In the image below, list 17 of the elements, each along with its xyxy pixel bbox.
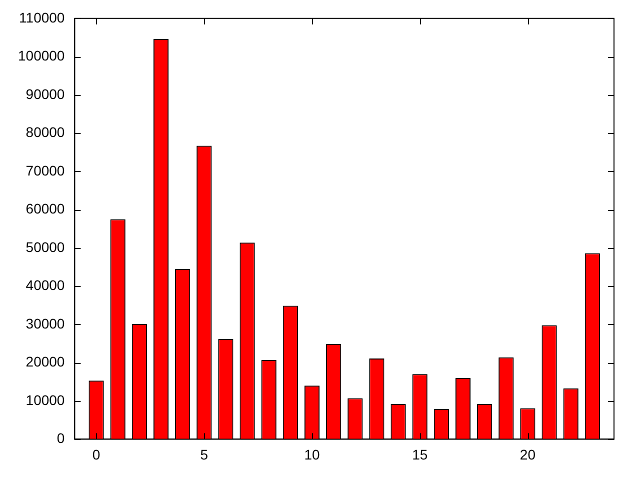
y-tick-label: 100000 bbox=[18, 48, 65, 64]
x-tick-label: 0 bbox=[92, 446, 100, 462]
x-tick-label: 15 bbox=[412, 446, 428, 462]
y-tick-label: 110000 bbox=[19, 9, 65, 26]
y-tick-label: 80000 bbox=[26, 124, 65, 140]
y-tick-label: 20000 bbox=[26, 354, 65, 370]
y-tick-label: 10000 bbox=[26, 392, 65, 408]
y-tick-label: 70000 bbox=[26, 162, 65, 178]
y-tick-label: 90000 bbox=[26, 86, 65, 102]
y-tick-label: 40000 bbox=[26, 277, 65, 294]
y-tick-label: 30000 bbox=[26, 315, 65, 332]
y-tick-label: 60000 bbox=[26, 200, 65, 217]
x-tick-label: 10 bbox=[304, 446, 320, 462]
y-tick-label: 0 bbox=[56, 430, 65, 446]
x-tick-label: 5 bbox=[200, 446, 208, 462]
y-tick-label: 50000 bbox=[26, 238, 65, 255]
x-tick-label: 20 bbox=[520, 446, 536, 462]
